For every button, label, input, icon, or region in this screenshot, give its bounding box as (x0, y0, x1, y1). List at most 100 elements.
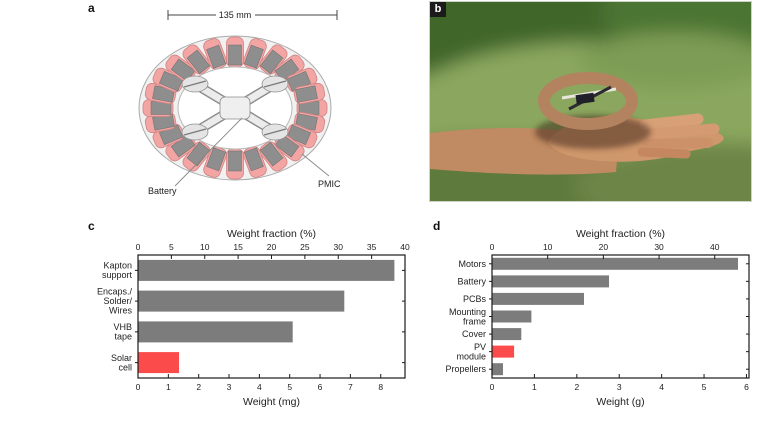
bottom-tick-label: 8 (378, 382, 383, 392)
solar-cell (243, 147, 264, 172)
bar-pcbs (492, 292, 584, 305)
category-label: Solar (111, 353, 132, 363)
photo-illustration (430, 2, 751, 201)
petal-ring (142, 36, 328, 180)
dimension-label: 135 mm (219, 10, 252, 20)
center-body (219, 96, 251, 120)
bottom-axis-title: Weight (mg) (243, 396, 300, 408)
bottom-tick-label: 2 (574, 382, 579, 392)
top-axis-title: Weight fraction (%) (576, 228, 665, 240)
petal (203, 38, 227, 70)
solar-cell (186, 49, 211, 75)
solar-cell (228, 44, 242, 66)
solar-cell (286, 124, 311, 146)
pmic-leader-line (301, 153, 330, 177)
quadcopter-frame (181, 75, 289, 141)
category-label: Battery (457, 276, 486, 286)
petal (226, 36, 244, 68)
bottom-tick-label: 4 (257, 382, 262, 392)
dimension-135mm: 135 mm (167, 10, 338, 20)
top-tick-label: 5 (169, 242, 174, 252)
category-label: Wires (109, 306, 132, 316)
category-label: support (102, 270, 133, 280)
bar-propellers (492, 363, 503, 376)
solar-cell (186, 141, 211, 167)
bottom-tick-label: 6 (318, 382, 323, 392)
bar-battery (492, 275, 609, 288)
panel-d-label: d (433, 219, 441, 233)
finger (637, 147, 691, 159)
device-core (575, 92, 595, 105)
petal (144, 111, 177, 134)
petal (243, 146, 267, 178)
device-schematic: 135 mm Battery PMIC (138, 10, 341, 196)
bottom-tick-label: 0 (136, 382, 141, 392)
category-label: Solder/ (103, 296, 132, 306)
category-label: tape (114, 332, 132, 342)
category-label: VHB (113, 322, 132, 332)
panel-a-label: a (88, 1, 95, 15)
bar-cover (492, 328, 522, 341)
solar-cell (243, 44, 264, 69)
chart-weight-mg: 0 1 2 3 4 5 6 7 8 Weight (mg) 0 5 10 15 20 25 30 35 40 Weig… (97, 228, 410, 408)
bar-kapton-support (138, 259, 395, 281)
bottom-tick-label: 1 (532, 382, 537, 392)
solar-cell (259, 49, 284, 75)
bar-vhb-tape (138, 321, 293, 343)
finger (644, 123, 720, 140)
solar-cell (295, 85, 318, 103)
bottom-tick-label: 1 (166, 382, 171, 392)
bottom-tick-label: 5 (702, 382, 707, 392)
category-label: Cover (462, 329, 486, 339)
bar-mounting-frame (492, 310, 532, 323)
solar-cell (206, 147, 227, 172)
solar-cell (206, 44, 227, 69)
bottom-tick-label: 2 (196, 382, 201, 392)
category-label: Encaps./ (97, 287, 133, 297)
bottom-tick-label: 3 (227, 382, 232, 392)
propeller (263, 128, 287, 136)
category-label: frame (463, 316, 486, 326)
finger (639, 113, 704, 131)
top-tick-label: 0 (136, 242, 141, 252)
top-tick-label: 20 (599, 242, 609, 252)
chart-weight-g: 0 1 2 3 4 5 6 Weight (g) 0 10 20 30 40 Weight fractio… (445, 228, 750, 408)
bar-solar-cell (138, 352, 179, 374)
bottom-tick-label: 7 (348, 382, 353, 392)
solar-cell (259, 141, 284, 167)
battery-annotation: Battery (148, 186, 177, 196)
top-tick-label: 10 (543, 242, 553, 252)
category-label: Mounting (449, 307, 486, 317)
top-tick-label: 35 (367, 242, 377, 252)
propeller (183, 128, 207, 136)
bottom-tick-label: 4 (659, 382, 664, 392)
bar-motors (492, 257, 738, 270)
panel-b-photo: b (429, 1, 752, 202)
top-tick-label: 30 (334, 242, 344, 252)
propeller (263, 80, 287, 88)
panel-c-label: c (88, 219, 95, 233)
solar-cell (228, 150, 242, 172)
bottom-tick-label: 5 (287, 382, 292, 392)
top-tick-label: 40 (400, 242, 410, 252)
bar-encaps-solder-wires (138, 290, 345, 312)
petal (226, 148, 244, 180)
battery-leader-line (174, 117, 243, 187)
petal (142, 99, 174, 117)
petal (165, 54, 196, 83)
petal (182, 141, 211, 172)
panel-b-label: b (430, 2, 446, 17)
bottom-tick-label: 6 (744, 382, 749, 392)
category-label: Kapton (103, 261, 132, 271)
petal (293, 82, 326, 105)
category-label: module (456, 351, 486, 361)
top-tick-label: 0 (490, 242, 495, 252)
bar-pv-module (492, 345, 515, 358)
bottom-tick-label: 3 (617, 382, 622, 392)
category-label: PV (474, 342, 486, 352)
propeller (183, 80, 207, 88)
category-label: Motors (458, 259, 486, 269)
category-label: PCBs (463, 294, 487, 304)
top-tick-label: 20 (267, 242, 277, 252)
